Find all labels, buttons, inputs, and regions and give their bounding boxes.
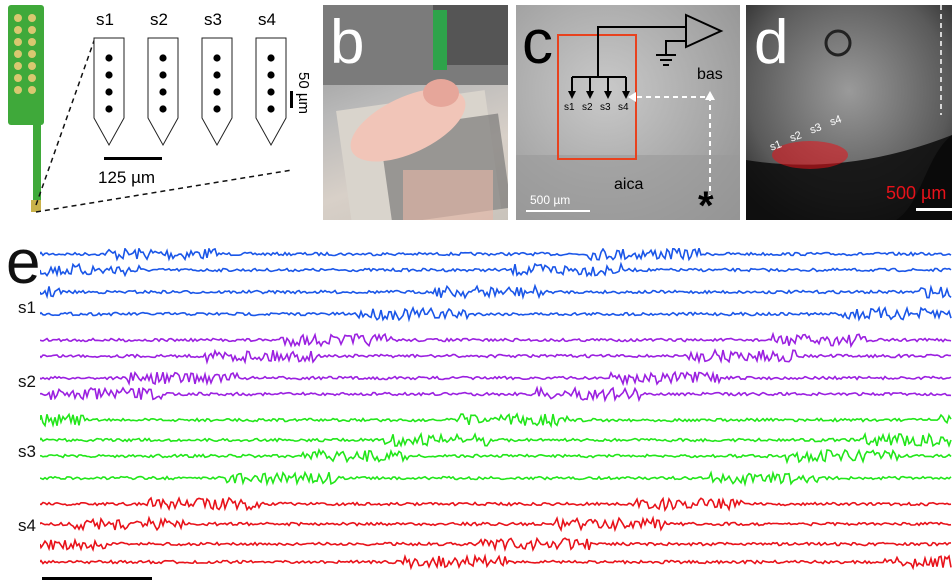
trace-s2-3 [40,370,952,387]
site-label-c-s2: s2 [582,102,593,113]
fluorescence-photo [746,5,952,220]
trace-s1-2 [40,261,952,278]
stimulation-asterisk: * [698,184,714,228]
panel-label-c: c [522,8,553,77]
trace-s1-4 [40,305,952,323]
shank-label-s4: s4 [258,10,276,29]
channel-label-s2: s2 [18,372,36,391]
scale-label-d: 500 µm [886,183,947,203]
trace-s2-1 [40,331,952,349]
trace-s3-4 [40,470,952,488]
trace-s3-2 [40,431,952,448]
trace-s4-4 [40,553,952,571]
site-label-c-s1: s1 [564,102,575,113]
trace-s2-4 [40,385,952,403]
shank-label-s1: s1 [96,10,114,29]
trace-s2-2 [40,348,952,365]
probe-pcb-image [8,5,293,213]
trace-s3-3 [40,447,952,465]
scale-label-horizontal: 125 µm [98,168,156,187]
channel-label-s1: s1 [18,298,36,317]
channel-label-s3: s3 [18,442,36,461]
trace-s4-2 [40,515,952,533]
trace-s1-1 [40,248,952,262]
experiment-setup-photo [323,5,508,220]
brain-slice-photo [516,5,740,220]
trace-s1-3 [40,283,952,300]
time-scale-bar [42,577,152,580]
label-aica: aica [614,176,644,193]
shank-label-s3: s3 [204,10,222,29]
ephys-traces [40,248,952,571]
trace-s3-1 [40,412,952,429]
panel-label-e: e [6,228,41,297]
scale-label-c: 500 µm [530,193,571,207]
site-label-c-s4: s4 [618,102,629,113]
trace-s4-1 [40,496,952,513]
site-label-c-s3: s3 [600,102,611,113]
label-bas: bas [697,66,723,83]
channel-label-s4: s4 [18,516,36,535]
panel-label-d: d [754,8,789,77]
scale-label-vertical: 50 µm [295,72,312,114]
shank-label-s2: s2 [150,10,168,29]
panel-label-b: b [330,8,365,77]
trace-s4-3 [40,536,952,552]
